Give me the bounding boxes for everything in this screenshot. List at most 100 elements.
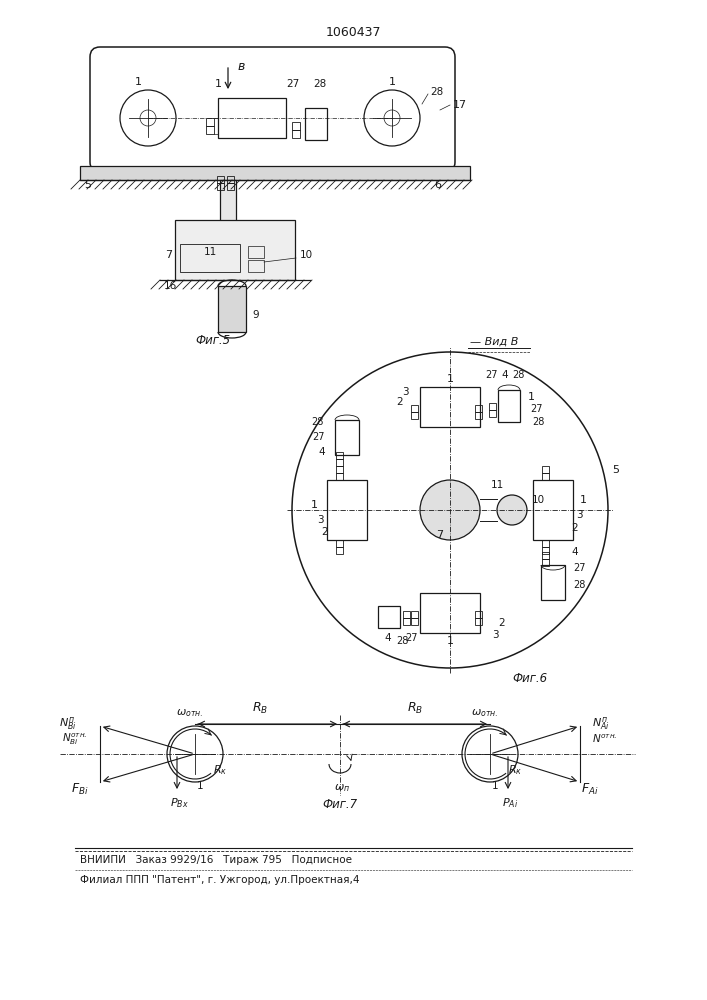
Bar bbox=[404, 611, 411, 618]
Bar bbox=[292, 130, 300, 138]
Text: $N^п_{Bi}$: $N^п_{Bi}$ bbox=[59, 716, 77, 732]
Text: 28: 28 bbox=[573, 580, 585, 590]
Bar bbox=[337, 540, 344, 547]
Text: 28: 28 bbox=[532, 417, 544, 427]
Text: 27: 27 bbox=[486, 370, 498, 380]
Text: 10: 10 bbox=[532, 495, 545, 505]
Text: 27: 27 bbox=[530, 404, 542, 414]
Text: 1: 1 bbox=[447, 636, 453, 646]
Text: 4: 4 bbox=[502, 370, 508, 380]
Bar bbox=[411, 618, 419, 625]
Bar bbox=[489, 410, 496, 417]
Text: 27: 27 bbox=[312, 432, 325, 442]
Text: в: в bbox=[238, 60, 245, 73]
Bar bbox=[542, 547, 549, 554]
Bar bbox=[378, 606, 400, 628]
Bar bbox=[337, 547, 344, 554]
Text: 3: 3 bbox=[317, 515, 323, 525]
Text: Фиг.5: Фиг.5 bbox=[195, 334, 230, 347]
Bar bbox=[541, 565, 565, 600]
Text: $R_B$: $R_B$ bbox=[407, 701, 423, 716]
Bar bbox=[248, 260, 264, 272]
Bar bbox=[476, 611, 482, 618]
Bar bbox=[420, 387, 480, 427]
Bar bbox=[175, 220, 295, 280]
Text: 4: 4 bbox=[319, 447, 325, 457]
Bar bbox=[218, 286, 246, 332]
Text: 7: 7 bbox=[436, 530, 443, 540]
Text: Филиал ППП "Патент", г. Ужгород, ул.Проектная,4: Филиал ППП "Патент", г. Ужгород, ул.Прое… bbox=[80, 875, 359, 885]
Bar bbox=[337, 459, 344, 466]
Bar bbox=[489, 403, 496, 410]
Text: 1: 1 bbox=[528, 392, 535, 402]
Bar bbox=[206, 126, 214, 134]
Text: 1: 1 bbox=[214, 79, 221, 89]
Text: 1: 1 bbox=[134, 77, 141, 87]
Text: $N^{отн.}_{Bi}$: $N^{отн.}_{Bi}$ bbox=[62, 731, 88, 747]
Text: 1: 1 bbox=[580, 495, 587, 505]
Text: $R_к$: $R_к$ bbox=[213, 763, 228, 777]
Bar bbox=[206, 118, 214, 126]
Bar bbox=[420, 593, 480, 633]
Text: $P_{Bx}$: $P_{Bx}$ bbox=[170, 796, 188, 810]
Text: 1: 1 bbox=[389, 77, 395, 87]
Bar bbox=[411, 611, 419, 618]
Text: 10: 10 bbox=[300, 250, 313, 260]
Text: 11: 11 bbox=[204, 247, 216, 257]
Text: 28: 28 bbox=[512, 370, 524, 380]
Text: 1: 1 bbox=[197, 781, 204, 791]
Text: $F_{Ai}$: $F_{Ai}$ bbox=[581, 781, 599, 797]
Text: $N^п_{Ai}$: $N^п_{Ai}$ bbox=[592, 716, 609, 732]
Text: $N^{отн.}$: $N^{отн.}$ bbox=[592, 733, 617, 745]
Text: 2: 2 bbox=[322, 527, 328, 537]
Text: 2: 2 bbox=[572, 523, 578, 533]
Text: 1060437: 1060437 bbox=[325, 25, 381, 38]
Bar bbox=[180, 244, 240, 272]
Text: 28: 28 bbox=[396, 636, 408, 646]
Bar bbox=[218, 183, 225, 190]
Text: $R_к$: $R_к$ bbox=[508, 763, 522, 777]
Text: 1: 1 bbox=[310, 500, 317, 510]
Text: 3: 3 bbox=[575, 510, 583, 520]
Bar bbox=[476, 412, 482, 419]
Bar bbox=[411, 412, 419, 419]
Text: 28: 28 bbox=[311, 417, 323, 427]
Circle shape bbox=[497, 495, 527, 525]
Text: 3: 3 bbox=[402, 387, 409, 397]
Bar bbox=[248, 246, 264, 258]
Text: 5: 5 bbox=[612, 465, 619, 475]
Text: 9: 9 bbox=[252, 310, 259, 320]
Text: 1: 1 bbox=[491, 781, 498, 791]
Bar bbox=[337, 452, 344, 459]
Text: 6: 6 bbox=[435, 180, 441, 190]
Bar bbox=[335, 420, 359, 455]
Bar bbox=[228, 176, 235, 183]
Text: ВНИИПИ   Заказ 9929/16   Тираж 795   Подписное: ВНИИПИ Заказ 9929/16 Тираж 795 Подписное bbox=[80, 855, 352, 865]
Text: 16: 16 bbox=[163, 281, 177, 291]
Text: Фиг.7: Фиг.7 bbox=[322, 798, 358, 810]
Bar bbox=[476, 405, 482, 412]
Bar bbox=[404, 618, 411, 625]
Bar bbox=[533, 480, 573, 540]
Text: 28: 28 bbox=[313, 79, 327, 89]
Bar bbox=[542, 559, 549, 566]
Bar bbox=[228, 183, 235, 190]
Bar bbox=[542, 540, 549, 547]
Bar bbox=[218, 176, 225, 183]
Text: $P_{Ai}$: $P_{Ai}$ bbox=[502, 796, 518, 810]
Text: Фиг.6: Фиг.6 bbox=[513, 672, 547, 684]
Bar bbox=[337, 466, 344, 473]
Text: $R_B$: $R_B$ bbox=[252, 701, 268, 716]
Text: 11: 11 bbox=[491, 480, 503, 490]
Text: 7: 7 bbox=[165, 250, 172, 260]
Text: 1: 1 bbox=[447, 374, 453, 384]
Bar bbox=[305, 108, 327, 140]
Bar bbox=[220, 180, 236, 240]
Text: 4: 4 bbox=[385, 633, 391, 643]
Text: $F_{Bi}$: $F_{Bi}$ bbox=[71, 781, 89, 797]
Bar bbox=[218, 98, 286, 138]
Bar bbox=[80, 166, 470, 180]
Text: 2: 2 bbox=[498, 618, 506, 628]
Text: $\omega_{отн.}$: $\omega_{отн.}$ bbox=[472, 707, 498, 719]
Text: 27: 27 bbox=[406, 633, 419, 643]
